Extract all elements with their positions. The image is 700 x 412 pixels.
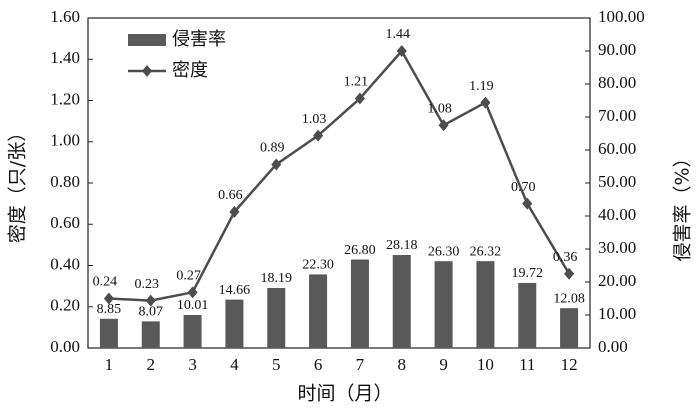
bar [267,287,286,348]
x-tick-label: 4 [230,355,239,374]
bar-value-label: 14.66 [219,283,251,298]
marker [229,205,240,218]
y-tick-label: 0.60 [50,213,80,232]
bar-value-label: 26.32 [470,244,502,259]
bar-value-label: 12.08 [553,291,585,306]
legend-label: 侵害率 [172,29,226,50]
x-tick-label: 10 [477,355,494,374]
y-tick-label: 1.60 [50,7,80,26]
bar-value-label: 28.18 [386,238,418,253]
y-axis-title: 密度（只/张） [7,123,29,243]
line-value-label: 0.36 [553,250,578,265]
bar [225,299,244,348]
marker [480,96,491,109]
bar-value-label: 26.30 [428,244,460,259]
bar-value-label: 19.72 [512,266,544,281]
x-tick-label: 7 [356,355,365,374]
marker [145,294,156,307]
y2-tick-label: 50.00 [598,172,636,191]
bar [141,321,160,348]
marker [271,158,282,171]
y2-tick-label: 80.00 [598,73,636,92]
x-tick-label: 1 [105,355,114,374]
x-tick-label: 9 [439,355,448,374]
y2-tick-label: 20.00 [598,271,636,290]
bar-value-label: 26.80 [344,243,376,258]
y2-axis-title: 侵害率（%） [672,148,694,261]
bar [476,261,495,348]
line-value-label: 0.89 [260,141,285,156]
bar-value-label: 8.07 [139,305,164,320]
legend-label: 密度 [172,60,208,81]
y2-tick-label: 30.00 [598,238,636,257]
line-value-label: 1.21 [344,75,369,90]
x-tick-label: 12 [561,355,578,374]
y2-tick-label: 70.00 [598,106,636,125]
marker [187,286,198,299]
line-value-label: 0.70 [511,180,536,195]
y2-tick-label: 40.00 [598,205,636,224]
y2-tick-label: 10.00 [598,304,636,323]
line-value-label: 0.23 [135,277,160,292]
legend-marker [142,65,152,77]
line-value-label: 0.66 [218,188,243,203]
marker [396,45,407,57]
marker [522,197,533,210]
line-value-label: 0.27 [176,269,201,284]
line-value-label: 1.08 [427,101,452,116]
y2-tick-label: 90.00 [598,40,636,59]
marker [564,267,575,280]
bar [560,308,579,348]
x-tick-label: 8 [398,355,407,374]
x-tick-label: 6 [314,355,323,374]
bar-value-label: 22.30 [302,258,334,273]
marker [354,92,365,105]
legend-swatch [128,34,166,46]
bar [350,259,369,348]
bar-value-label: 18.19 [261,271,293,286]
bar-value-label: 10.01 [177,298,209,313]
y-tick-label: 0.20 [50,296,80,315]
x-tick-label: 11 [519,355,535,374]
x-tick-label: 2 [147,355,156,374]
x-tick-label: 3 [188,355,197,374]
y-tick-label: 1.00 [50,131,80,150]
x-axis-title: 时间（月） [297,383,392,405]
bar [183,314,202,348]
y2-tick-label: 0.00 [598,337,628,356]
bar [434,261,453,348]
marker [103,292,114,305]
bar [309,274,328,348]
y-tick-label: 0.40 [50,254,80,273]
bar [99,318,118,348]
y-tick-label: 0.80 [50,172,80,191]
marker [313,129,324,142]
line-value-label: 1.44 [386,27,411,42]
y-tick-label: 0.00 [50,337,80,356]
bar [392,255,411,348]
y-tick-label: 1.40 [50,48,80,67]
bar [518,282,537,348]
line-value-label: 1.19 [469,79,494,94]
line-value-label: 1.03 [302,112,327,127]
line-value-label: 0.24 [93,275,118,290]
marker [438,119,449,132]
y2-tick-label: 60.00 [598,139,636,158]
y-tick-label: 1.20 [50,89,80,108]
line [108,48,571,302]
bar-value-label: 8.85 [97,302,122,317]
x-tick-label: 5 [272,355,281,374]
y2-tick-label: 100.00 [598,7,645,26]
